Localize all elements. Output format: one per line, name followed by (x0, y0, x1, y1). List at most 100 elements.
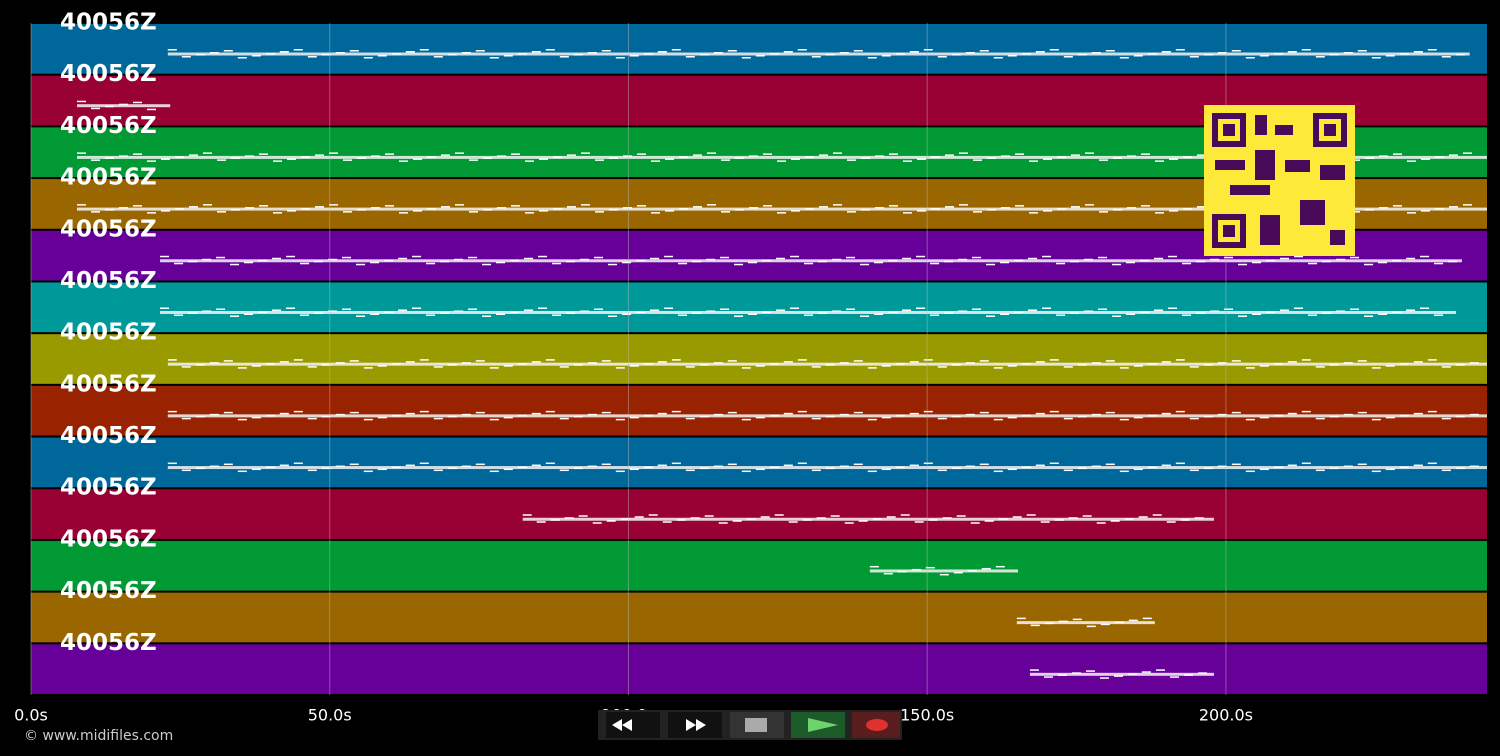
note (1273, 466, 1283, 469)
note (986, 263, 996, 266)
note (1413, 361, 1423, 363)
note (1133, 416, 1143, 419)
note (987, 157, 997, 159)
note (1231, 463, 1241, 466)
note (1105, 360, 1115, 362)
note (279, 361, 289, 363)
note (1259, 416, 1269, 419)
track-label: 40056Z (60, 10, 157, 36)
note (1350, 256, 1360, 259)
note (251, 468, 261, 471)
note (217, 211, 227, 213)
note (804, 262, 814, 265)
note (1007, 416, 1017, 419)
note (1287, 51, 1297, 53)
note (483, 157, 493, 159)
note (1058, 620, 1068, 623)
note (251, 416, 261, 419)
note (776, 257, 786, 260)
note (315, 206, 325, 208)
note (545, 49, 555, 51)
note (1154, 257, 1164, 260)
note (860, 315, 870, 317)
note (895, 466, 905, 469)
note (189, 154, 199, 156)
note (693, 206, 703, 208)
note (1315, 366, 1325, 368)
note (629, 416, 639, 419)
note (965, 413, 975, 416)
note (468, 308, 478, 310)
note (384, 259, 394, 262)
rewind-button[interactable] (606, 712, 660, 738)
note (119, 103, 129, 106)
note (1407, 212, 1417, 214)
note (1140, 311, 1150, 313)
note (531, 361, 541, 363)
note (517, 363, 527, 365)
note (573, 54, 583, 56)
note (287, 210, 297, 212)
note (399, 212, 409, 214)
note (833, 152, 843, 154)
note (1392, 311, 1402, 313)
note (217, 159, 227, 161)
note (928, 519, 938, 521)
track-label: 40056Z (60, 578, 157, 604)
note (685, 469, 695, 472)
note (1427, 410, 1437, 413)
note (881, 365, 891, 367)
note (550, 519, 560, 521)
note (580, 310, 590, 312)
note (1140, 259, 1150, 262)
note (377, 416, 387, 419)
note (699, 467, 709, 470)
note (1197, 154, 1207, 156)
note (1029, 669, 1039, 671)
note (1392, 259, 1402, 262)
note (1210, 258, 1220, 261)
note (1077, 54, 1087, 56)
note (1112, 263, 1122, 266)
note (846, 308, 856, 310)
note (559, 366, 569, 368)
note (447, 415, 457, 418)
record-button[interactable] (852, 712, 900, 738)
note (748, 261, 758, 264)
note (741, 57, 751, 59)
note (1378, 261, 1388, 264)
note (503, 55, 513, 57)
note (342, 256, 352, 259)
note (1420, 255, 1430, 258)
note (678, 314, 688, 316)
note (727, 463, 737, 466)
note (651, 160, 661, 162)
note (469, 211, 479, 213)
forward-button[interactable] (668, 712, 722, 738)
note (811, 366, 821, 368)
stop-button[interactable] (730, 712, 784, 738)
note (1287, 412, 1297, 415)
note (1029, 212, 1039, 214)
note (161, 210, 171, 212)
note (1217, 413, 1227, 416)
note (665, 158, 675, 160)
note (161, 158, 171, 160)
note (923, 410, 933, 413)
note (853, 50, 863, 52)
note (580, 258, 590, 261)
note (1463, 152, 1473, 154)
note (503, 468, 513, 471)
play-button[interactable] (791, 712, 845, 738)
note (679, 208, 689, 210)
note (917, 210, 927, 212)
note (1161, 361, 1171, 363)
note (869, 565, 879, 568)
note (287, 158, 297, 160)
note (1126, 313, 1136, 315)
note (1259, 468, 1269, 471)
note (1315, 56, 1325, 58)
note (202, 258, 212, 261)
note (819, 154, 829, 156)
note (720, 256, 730, 259)
